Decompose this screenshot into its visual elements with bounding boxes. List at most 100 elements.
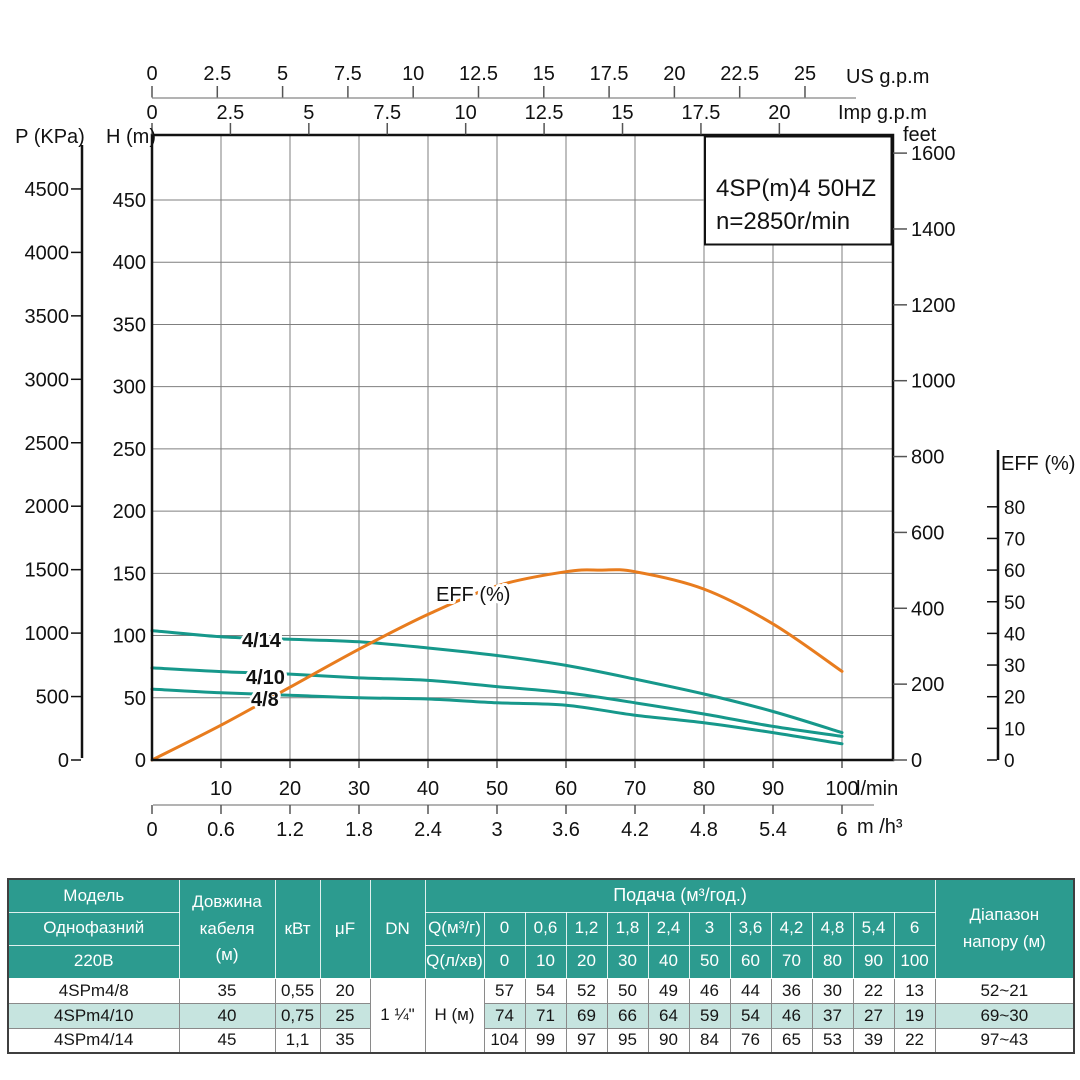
q-m3-value-cell: 4,2 (770, 911, 813, 946)
power-kw-cell: 0,75 (274, 1002, 321, 1029)
eff-axis-title: EFF (%) (1001, 453, 1075, 475)
th-q-m3-label: Q(м³/г) (424, 911, 485, 946)
th-cable-length: Довжина кабеля (м) (178, 878, 276, 979)
capacitor-uf-cell: 25 (319, 1002, 371, 1029)
m3h-tick-label: 1.8 (345, 819, 373, 841)
head-value-cell: 22 (852, 977, 895, 1004)
capacitor-uf-cell: 20 (319, 977, 371, 1004)
head-range-cell: 52~21 (934, 977, 1075, 1004)
lmin-tick-label: 50 (486, 778, 508, 800)
q-m3-value-cell: 4,8 (811, 911, 854, 946)
head-value-cell: 66 (606, 1002, 649, 1029)
head-value-cell: 13 (893, 977, 936, 1004)
efficiency-curve-label: EFF (%) (436, 584, 510, 606)
eff-tick-label: 0 (1004, 751, 1015, 772)
head-value-cell: 54 (524, 977, 567, 1004)
title-box (704, 135, 893, 246)
lmin-tick-label: 70 (624, 778, 646, 800)
head-value-cell: 52 (565, 977, 608, 1004)
p-tick-label: 1500 (25, 560, 70, 582)
title-box-group: 4SP(m)4 50HZ n=2850r/min (704, 135, 893, 246)
q-m3-value-cell: 6 (893, 911, 936, 946)
table-body: 4SPm4/8 35 0,55 20 1 ¼" Н (м) 57 54 52 50 49 46 44 36… (7, 977, 1075, 1054)
m3h-tick-label: 1.2 (276, 819, 304, 841)
imp-tick-label: 2.5 (217, 102, 245, 124)
imp-axis-title: Imp g.p.m (838, 102, 927, 124)
m3h-tick-label: 3 (491, 819, 502, 841)
power-kw-cell: 1,1 (274, 1027, 321, 1054)
imp-tick-label: 5 (303, 102, 314, 124)
q-lmin-value-cell: 80 (811, 944, 854, 979)
q-lmin-value-cell: 90 (852, 944, 895, 979)
us-tick-label: 15 (533, 63, 555, 85)
q-lmin-value-cell: 70 (770, 944, 813, 979)
head-value-cell: 46 (688, 977, 731, 1004)
model-cell: 4SPm4/10 (7, 1002, 180, 1029)
h-tick-label: 200 (113, 501, 146, 523)
model-cell: 4SPm4/8 (7, 977, 180, 1004)
h-tick-label: 400 (113, 252, 146, 274)
m3h-tick-label: 0 (146, 819, 157, 841)
q-m3-value-cell: 3 (688, 911, 731, 946)
curve-label-4-8: 4/8 (251, 689, 279, 711)
p-tick-label: 2000 (25, 496, 70, 518)
q-m3-value-cell: 1,2 (565, 911, 608, 946)
spec-table: Модель Довжина кабеля (м) кВт μF DN Подача (м… (7, 878, 1076, 1054)
head-value-cell: 90 (647, 1027, 690, 1054)
feet-tick-label: 600 (911, 522, 944, 544)
imp-tick-label: 20 (768, 102, 790, 124)
th-capacitor-uf: μF (319, 878, 371, 979)
lmin-tick-label: 100 (825, 778, 858, 800)
th-power-kw: кВт (274, 878, 321, 979)
imp-tick-label: 17.5 (681, 102, 720, 124)
h-tick-label: 150 (113, 563, 146, 585)
q-lmin-value-cell: 50 (688, 944, 731, 979)
head-value-cell: 97 (565, 1027, 608, 1054)
lmin-axis-title: l/min (856, 778, 898, 800)
m3h-tick-label: 4.8 (690, 819, 718, 841)
eff-tick-label: 70 (1004, 529, 1025, 550)
feet-tick-label: 800 (911, 447, 944, 469)
q-m3-value-cell: 0 (483, 911, 526, 946)
curve-label-4-10: 4/10 (246, 667, 285, 689)
m3h-tick-label: 3.6 (552, 819, 580, 841)
table-header: Модель Довжина кабеля (м) кВт μF DN Подача (м… (7, 878, 1075, 979)
th-phase: Однофазний (7, 911, 180, 946)
head-value-cell: 99 (524, 1027, 567, 1054)
us-tick-label: 12.5 (459, 63, 498, 85)
head-value-cell: 36 (770, 977, 813, 1004)
lmin-tick-label: 80 (693, 778, 715, 800)
head-value-cell: 104 (483, 1027, 526, 1054)
h-tick-label: 100 (113, 626, 146, 648)
q-m3-value-cell: 5,4 (852, 911, 895, 946)
q-lmin-value-cell: 20 (565, 944, 608, 979)
performance-chart: 4SP(m)4 50HZ n=2850r/min 4/14 4/104/8 EFF (%… (15, 63, 1075, 841)
p-tick-label: 500 (36, 687, 69, 709)
p-tick-label: 4000 (25, 242, 70, 264)
head-value-cell: 64 (647, 1002, 690, 1029)
chart-title: 4SP(m)4 50HZ (716, 175, 876, 202)
p-tick-label: 2500 (25, 433, 70, 455)
us-tick-label: 2.5 (203, 63, 231, 85)
imp-tick-label: 10 (455, 102, 477, 124)
p-tick-label: 3000 (25, 369, 70, 391)
us-tick-label: 25 (794, 63, 816, 85)
lmin-tick-label: 30 (348, 778, 370, 800)
us-tick-label: 7.5 (334, 63, 362, 85)
p-tick-label: 3500 (25, 306, 70, 328)
head-value-cell: 22 (893, 1027, 936, 1054)
head-value-cell: 44 (729, 977, 772, 1004)
us-tick-label: 0 (146, 63, 157, 85)
feet-axis-title: feet (903, 124, 937, 146)
head-value-cell: 95 (606, 1027, 649, 1054)
head-range-cell: 69~30 (934, 1002, 1075, 1029)
h-tick-label: 450 (113, 190, 146, 212)
head-value-cell: 74 (483, 1002, 526, 1029)
p-tick-label: 0 (58, 750, 69, 772)
imp-tick-label: 7.5 (373, 102, 401, 124)
feet-tick-label: 1200 (911, 295, 956, 317)
p-tick-label: 1000 (25, 623, 70, 645)
axes: 0 2.5 5 7.5 10 12.5 15 17.5 20 22.5 25 US g.p.m0 2.5… (15, 63, 1075, 841)
chart-subtitle: n=2850r/min (716, 208, 850, 235)
p-tick-label: 4500 (25, 179, 70, 201)
